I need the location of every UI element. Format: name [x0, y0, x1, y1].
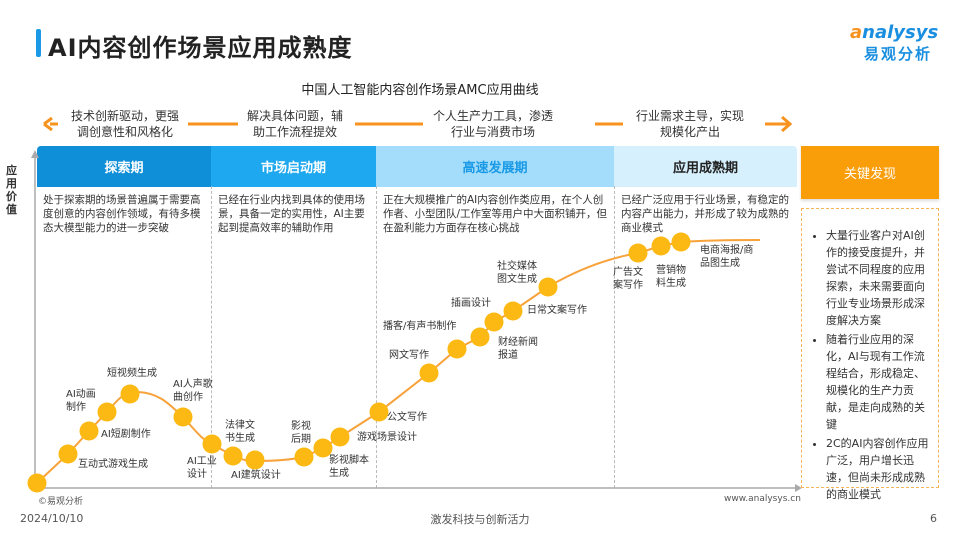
- scenario-point: [245, 450, 265, 470]
- scenario-point: [447, 339, 467, 359]
- scenario-label: 日常文案写作: [527, 305, 587, 316]
- scenario-point: [202, 434, 222, 454]
- scenario-point: [120, 384, 140, 404]
- scenario-point: [538, 277, 558, 297]
- phase-desc: 已经在行业内找到具体的使用场景，具备一定的实用性，AI主要起到提高效率的辅助作用: [218, 194, 365, 234]
- arrow-left-icon: [43, 116, 58, 132]
- scenario-label: 电商海报/商 品图生成: [700, 245, 754, 269]
- phase-maturity: 应用成熟期: [614, 146, 797, 187]
- scenario-label: 短视频生成: [107, 368, 157, 379]
- scenario-label: 影视脚本 生成: [329, 455, 369, 479]
- page-title: AI内容创作场景应用成熟度: [48, 34, 353, 62]
- scenario-point: [369, 402, 389, 422]
- scenario-label: AI工业 设计: [187, 456, 217, 480]
- key-findings-header: 关键发现: [801, 146, 939, 199]
- scenario-label: 影视 后期: [291, 421, 311, 445]
- scenario-point: [651, 236, 671, 256]
- phase-divider: [614, 186, 615, 488]
- phase-market-launch: 市场启动期: [211, 146, 376, 187]
- phase-desc: 处于探索期的场景普遍属于需要高度创意的内容创作领域，有待多模态大模型能力的进一步…: [43, 194, 201, 234]
- trend-text: 技术创新驱动，更强 调创意性和风格化: [70, 109, 179, 139]
- scenario-label: 插画设计: [451, 298, 491, 309]
- slogan: 激发科技与创新活力: [430, 513, 530, 526]
- scenario-label: AI建筑设计: [231, 470, 281, 481]
- phase-divider: [376, 186, 377, 488]
- key-finding-item: 随着行业应用的深化，AI与现有工作流程结合，形成稳定、规模化的生产力贡献，是走向…: [826, 331, 930, 433]
- scenario-label: 互动式游戏生成: [78, 459, 148, 470]
- scenario-point: [58, 444, 78, 464]
- scenario-point: [79, 421, 99, 441]
- scenario-label: 财经新闻 报道: [498, 337, 538, 361]
- trend-text: 个人生产力工具，渗透 行业与消费市场: [432, 109, 553, 139]
- scenario-point: [503, 301, 523, 321]
- trend-text: 解决具体问题，辅 助工作流程提效: [246, 109, 343, 139]
- source-note: ©易观分析: [38, 497, 84, 507]
- trend-arrows: [43, 115, 793, 133]
- scenario-label: 法律文 书生成: [225, 420, 255, 444]
- scenario-point: [27, 473, 47, 493]
- date: 2024/10/10: [20, 512, 84, 525]
- logo-text-en: analysys: [850, 22, 939, 43]
- scenario-label: 社交媒体 图文生成: [497, 261, 537, 285]
- scenario-point: [173, 407, 193, 427]
- trend-text: 行业需求主导，实现 规模化产出: [635, 109, 744, 139]
- phase-exploration: 探索期: [37, 146, 211, 187]
- scenario-point: [419, 363, 439, 383]
- page-number: 6: [930, 512, 937, 525]
- scenario-point: [470, 327, 490, 347]
- scenario-label: 公文写作: [387, 412, 427, 423]
- scenario-point: [628, 243, 648, 263]
- phase-desc: 正在大规模推广的AI内容创作类应用，在个人创作者、小型团队/工作室等用户中大面积…: [383, 194, 608, 234]
- scenario-point: [330, 427, 350, 447]
- analysys-logo: analysys 易观分析: [850, 22, 945, 64]
- phase-rapid-growth: 高速发展期: [376, 146, 614, 187]
- scenario-point: [97, 402, 117, 422]
- scenario-label: 游戏场景设计: [357, 432, 417, 443]
- scenario-point: [294, 447, 314, 467]
- scenario-label: AI人声歌 曲创作: [173, 379, 213, 403]
- key-findings-box: 大量行业客户对AI创作的接受度提升，并尝试不同程度的应用探索，未来需要面向行业专…: [801, 208, 939, 501]
- scenario-point: [671, 232, 691, 252]
- scenario-label: AI短剧制作: [101, 429, 151, 440]
- y-axis-label: 应用价值: [6, 164, 17, 216]
- scenario-label: 营销物 料生成: [656, 265, 686, 289]
- scenario-label: 播客/有声书制作: [383, 321, 457, 332]
- scenario-point: [313, 438, 333, 458]
- diagram-subtitle: 中国人工智能内容创作场景AMC应用曲线: [301, 83, 539, 98]
- phase-divider: [211, 186, 212, 488]
- scenario-label: AI动画 制作: [66, 389, 96, 413]
- logo-text-cn: 易观分析: [864, 45, 933, 63]
- scenario-label: 网文写作: [389, 350, 429, 361]
- scenario-point: [484, 312, 504, 332]
- scenario-label: 广告文 案写作: [613, 267, 643, 291]
- arrow-right-icon: [765, 115, 793, 133]
- key-finding-item: 2C的AI内容创作应用广泛，用户增长迅速，但尚未形成成熟的商业模式: [826, 435, 930, 503]
- title-accent-bar: [36, 29, 41, 57]
- key-finding-item: 大量行业客户对AI创作的接受度提升，并尝试不同程度的应用探索，未来需要面向行业专…: [826, 227, 930, 329]
- website: www.analysys.cn: [724, 494, 801, 504]
- phase-desc: 已经广泛应用于行业场景，有稳定的内容产出能力，并形成了较为成熟的商业模式: [621, 194, 789, 234]
- scenario-point: [223, 446, 243, 466]
